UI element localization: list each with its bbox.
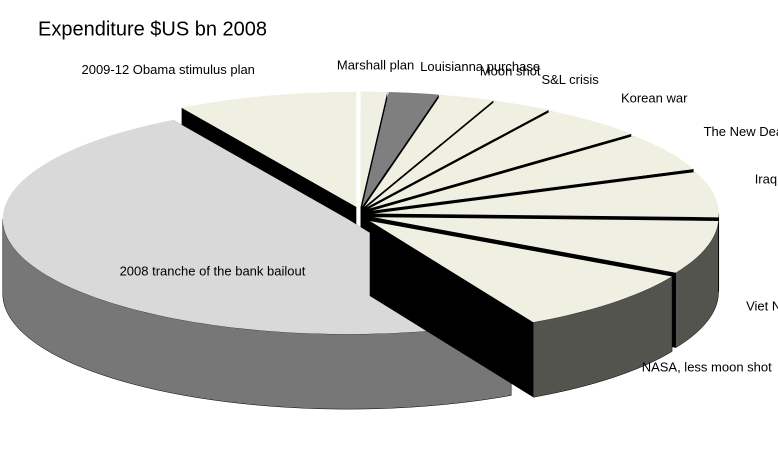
slice-label: Korean war <box>621 90 688 105</box>
slice <box>360 91 388 207</box>
slice-label: The New Deal <box>704 124 778 139</box>
slice <box>364 94 494 207</box>
chart-title: Expenditure $US bn 2008 <box>38 18 267 40</box>
slice-label: Marshall plan <box>337 57 414 72</box>
slice-label: 2009-12 Obama stimulus plan <box>81 62 254 77</box>
slice-label: S&L crisis <box>541 72 599 87</box>
slice-side <box>369 220 534 398</box>
slice-label: 2008 tranche of the bank bailout <box>120 263 306 278</box>
slice <box>181 91 357 207</box>
slice-label: Moon shot <box>480 64 541 79</box>
slice <box>372 135 694 211</box>
slice <box>369 110 632 209</box>
slice <box>362 92 439 207</box>
slice <box>373 171 719 218</box>
slice-label: Viet Nam <box>746 298 778 313</box>
slice-label: Iraq war <box>755 171 778 186</box>
slice-edge <box>2 219 512 410</box>
slice-label: Louisianna purchase <box>420 59 540 74</box>
slice-label: NASA, less moon shot <box>642 359 772 374</box>
slice <box>366 100 549 208</box>
slice <box>369 220 673 323</box>
slice <box>373 217 719 273</box>
